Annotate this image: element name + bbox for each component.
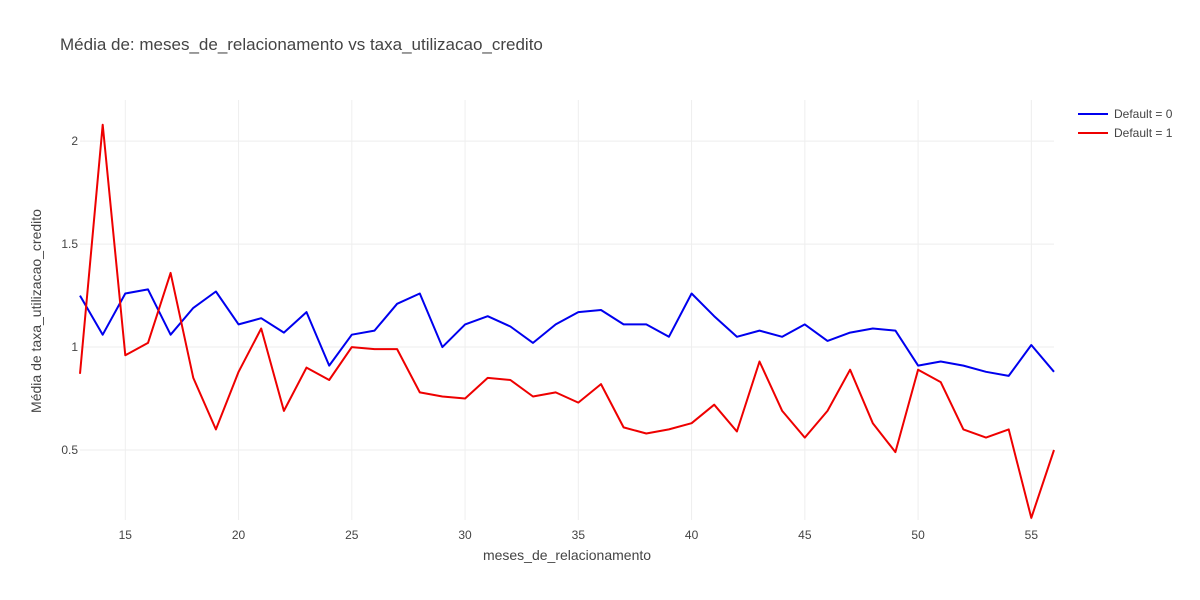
x-axis-label: meses_de_relacionamento: [483, 547, 651, 563]
y-tick-label: 1.5: [61, 237, 78, 251]
x-tick-label: 50: [911, 528, 925, 542]
y-tick-label: 2: [71, 134, 78, 148]
grid: [80, 100, 1054, 520]
y-tick-label: 1: [71, 340, 78, 354]
x-tick-label: 55: [1025, 528, 1039, 542]
legend: Default = 0 Default = 1: [1078, 107, 1173, 140]
y-axis-ticks: 0.5 1 1.5 2: [61, 134, 78, 457]
y-axis-label: Média de taxa_utilizacao_credito: [28, 209, 44, 413]
series-lines: [79, 123, 1055, 519]
series-line-0: [79, 288, 1055, 377]
x-tick-label: 30: [458, 528, 472, 542]
x-tick-label: 40: [685, 528, 699, 542]
x-tick-label: 20: [232, 528, 246, 542]
legend-label-1: Default = 1: [1114, 126, 1173, 140]
x-axis-ticks: 15 20 25 30 35 40 45 50 55: [119, 528, 1039, 542]
x-tick-label: 35: [572, 528, 586, 542]
series-line-1: [79, 123, 1055, 519]
x-tick-label: 15: [119, 528, 133, 542]
x-tick-label: 45: [798, 528, 812, 542]
y-tick-label: 0.5: [61, 443, 78, 457]
x-tick-label: 25: [345, 528, 359, 542]
chart-title: Média de: meses_de_relacionamento vs tax…: [60, 35, 543, 54]
legend-label-0: Default = 0: [1114, 107, 1173, 121]
